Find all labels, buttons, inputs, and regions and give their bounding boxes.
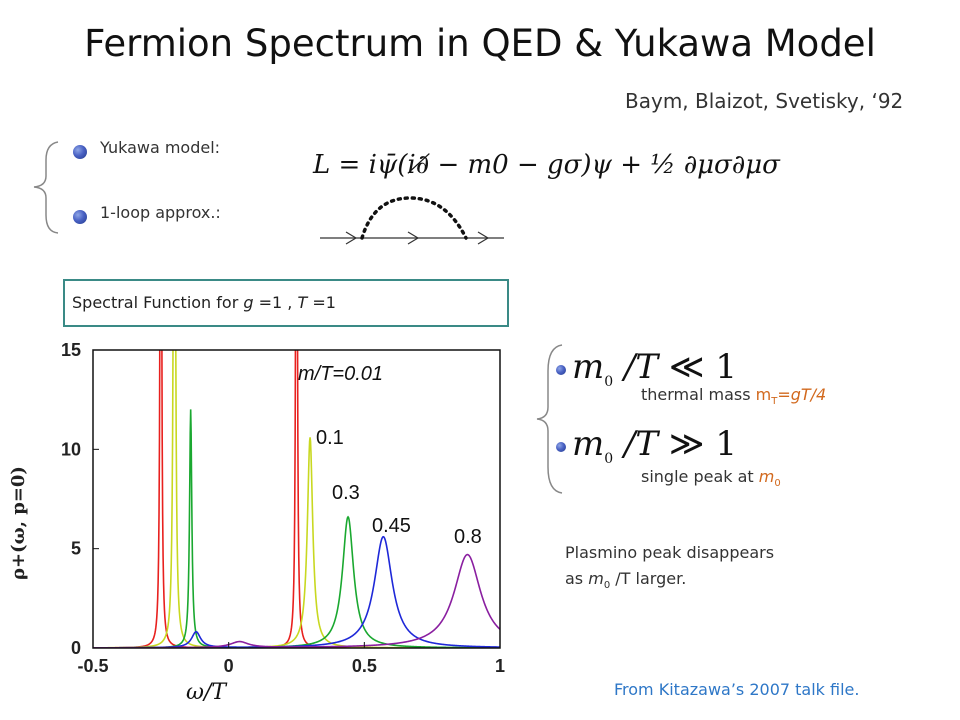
bullet-icon <box>73 145 87 159</box>
bullet-icon <box>556 442 566 452</box>
x-tick-label: 1 <box>495 656 505 676</box>
single-peak-note: single peak at m0 <box>641 467 781 490</box>
series-line-1 <box>93 350 500 648</box>
curve-label-0.3: 0.3 <box>332 482 360 504</box>
x-tick-label: 0 <box>224 656 234 676</box>
curve-label-0.01: m/T=0.01 <box>298 363 384 385</box>
series-line-0 <box>93 350 500 648</box>
series-line-2 <box>93 409 500 648</box>
right-brace <box>536 344 563 494</box>
thermal-mass-note: thermal mass mT=gT/4 <box>641 385 827 408</box>
curve-label-0.1: 0.1 <box>316 427 344 449</box>
source-note: From Kitazawa’s 2007 talk file. <box>614 680 860 699</box>
spectral-function-label: Spectral Function for g =1 , T =1 <box>72 293 336 312</box>
y-tick-label: 0 <box>71 638 81 658</box>
plasmino-note: Plasmino peak disappears as m0 /T larger… <box>565 543 775 592</box>
y-tick-label: 10 <box>61 439 81 459</box>
left-brace <box>33 141 59 234</box>
slide-title: Fermion Spectrum in QED & Yukawa Model <box>84 22 876 65</box>
lagrangian-formula: L = iψ̄(i∂̸ − m0 − gσ)ψ + ½ ∂μσ∂μσ <box>313 150 780 180</box>
condition-heavy-mass: m0 /T ≫ 1 <box>572 424 737 467</box>
y-tick-label: 5 <box>71 539 81 559</box>
bullet-icon <box>73 210 87 224</box>
spectral-function-box <box>63 279 509 327</box>
reference-citation: Baym, Blaizot, Svetisky, ‘92 <box>625 89 904 113</box>
bullet-icon <box>556 365 566 375</box>
bullet-loop-label: 1-loop approx.: <box>100 203 221 222</box>
x-tick-label: -0.5 <box>77 656 108 676</box>
x-axis-label: ω/T <box>186 680 227 705</box>
condition-light-mass: m0 /T ≪ 1 <box>572 347 737 390</box>
y-tick-label: 15 <box>61 340 81 360</box>
y-axis-label: ρ+(ω, p=0) <box>8 466 29 580</box>
bullet-yukawa-label: Yukawa model: <box>100 138 221 157</box>
x-tick-label: 0.5 <box>352 656 377 676</box>
series-line-3 <box>93 535 500 648</box>
feynman-diagram <box>320 196 504 245</box>
curve-label-0.8: 0.8 <box>454 526 482 548</box>
plot-frame <box>92 349 501 649</box>
curve-label-0.45: 0.45 <box>372 515 411 537</box>
